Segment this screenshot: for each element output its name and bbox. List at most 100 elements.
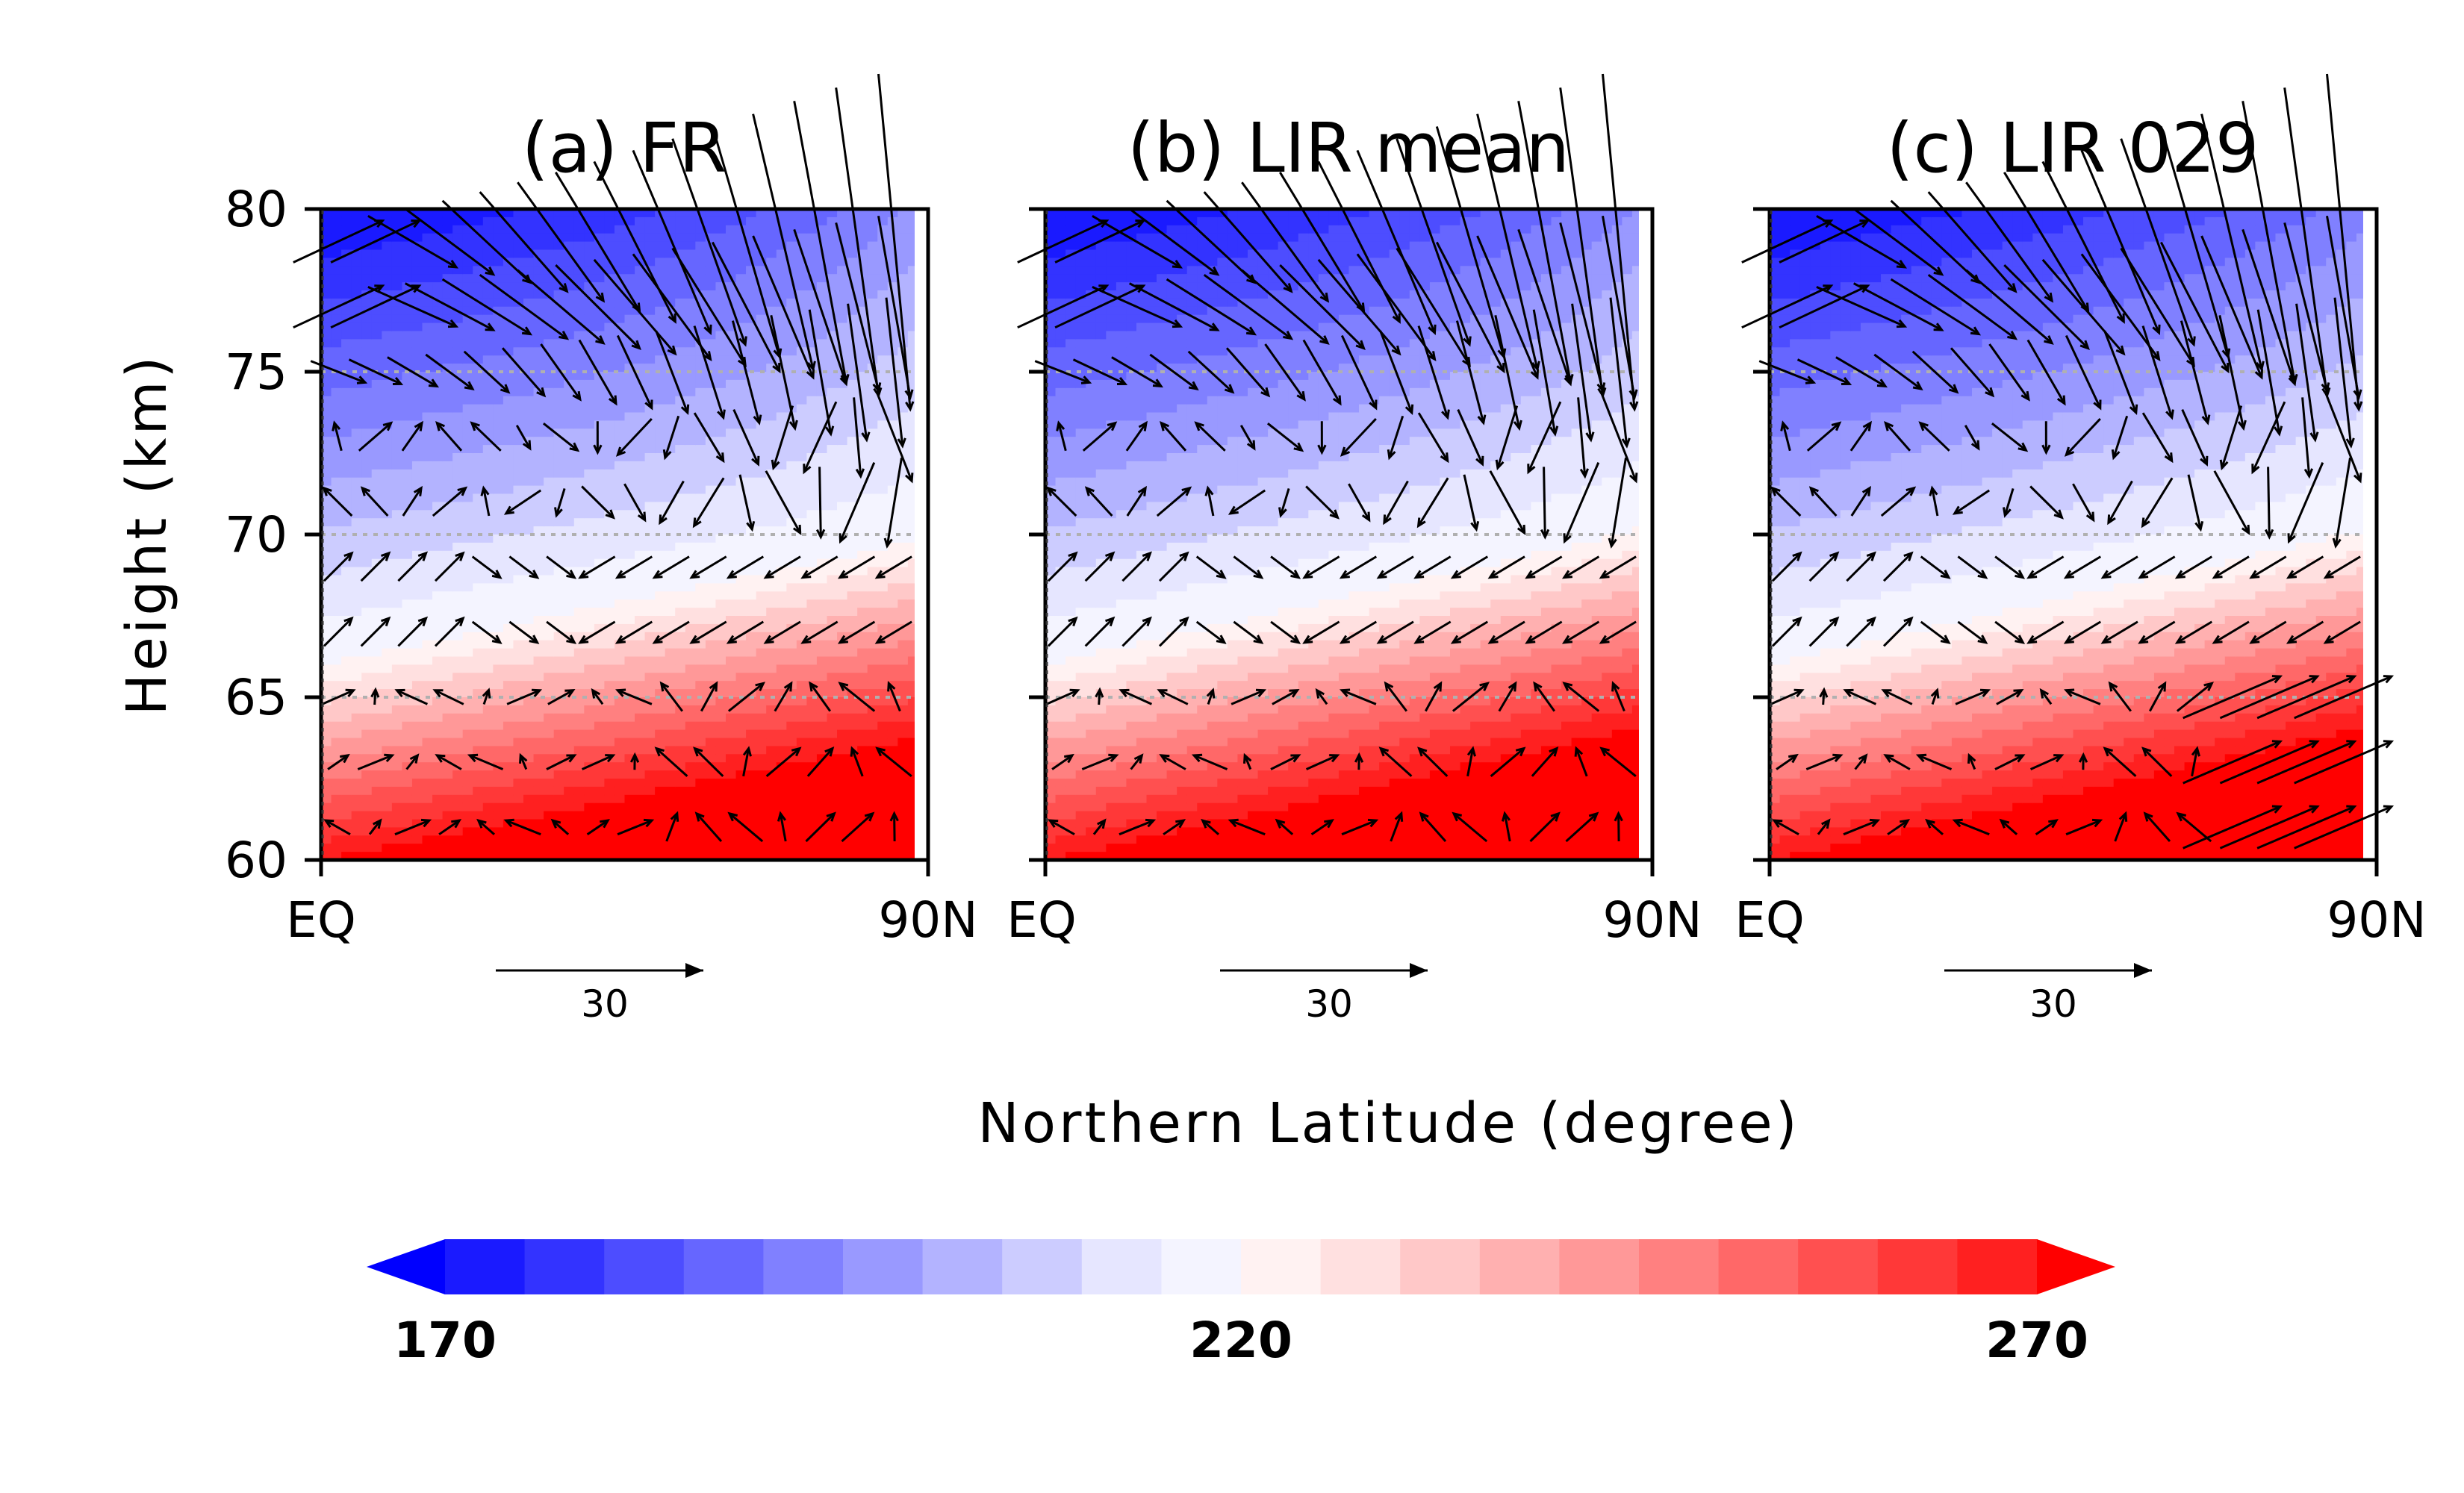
wind-vector [1149, 353, 1199, 391]
wind-vector [1920, 555, 1951, 579]
wind-vector [693, 746, 724, 777]
wind-vector [1450, 555, 1489, 579]
wind-vector [2212, 555, 2250, 579]
wind-vector [1302, 555, 1340, 579]
wind-vector [1517, 101, 1574, 385]
wind-vector [2103, 330, 2138, 416]
wind-vector [1915, 753, 1953, 770]
wind-vector [1771, 616, 1802, 647]
wind-vector [581, 485, 615, 520]
wind-vector [2141, 325, 2174, 420]
wind-vector [1494, 314, 1522, 431]
wind-vector [547, 689, 576, 705]
wind-vector [394, 818, 432, 836]
wind-vector [1614, 811, 1623, 842]
wind-vector [1384, 681, 1407, 712]
wind-vector [517, 269, 606, 345]
wind-vector [726, 620, 765, 644]
wind-vector [2148, 681, 2167, 712]
wind-vector [1808, 616, 1840, 647]
wind-vector [752, 113, 816, 372]
wind-vector [1045, 688, 1080, 705]
wind-vector [623, 483, 647, 523]
wind-vector [850, 746, 864, 777]
wind-vector [617, 818, 655, 836]
wind-vector [1920, 620, 1951, 644]
panel-a-gridlines [321, 370, 915, 699]
wind-vector [2003, 487, 2015, 518]
wind-vector [1574, 746, 1588, 777]
wind-vector [2141, 746, 2173, 777]
wind-vector [2026, 555, 2065, 579]
wind-vector [2141, 477, 2174, 529]
wind-vector [841, 811, 875, 843]
wind-vector [700, 681, 718, 712]
wind-vector [800, 620, 839, 644]
wind-vector [770, 314, 798, 431]
panel-b: EQ 90N 30 [1007, 73, 1702, 1026]
colorbar-segment [1479, 1239, 1560, 1294]
wind-vector [1084, 616, 1116, 647]
wind-vector [1340, 688, 1377, 705]
wind-vector [1166, 278, 1257, 336]
wind-vector [2323, 555, 2361, 579]
wind-vector [357, 753, 395, 770]
wind-vector [1849, 420, 1872, 452]
wind-vector [1808, 551, 1840, 582]
wind-vector [2219, 740, 2320, 785]
wind-vector [1243, 752, 1252, 770]
panel-c-xtick-eq: EQ [1735, 891, 1805, 949]
wind-vector [1126, 485, 1147, 517]
wind-vector [1195, 555, 1227, 579]
wind-vector [1602, 73, 1639, 412]
wind-vector [1378, 746, 1413, 777]
wind-vector [2100, 620, 2138, 644]
wind-vector [1806, 421, 1842, 452]
wind-vector [1356, 149, 1437, 335]
panel-b-title: (b) LIR mean [1127, 108, 1569, 188]
wind-vector [1611, 681, 1625, 712]
wind-vector [2041, 160, 2125, 324]
wind-vector [360, 486, 389, 517]
wind-vector [1121, 551, 1152, 582]
wind-vector [578, 339, 617, 406]
wind-vector [1562, 682, 1600, 712]
wind-vector [593, 421, 603, 455]
wind-vector [1128, 282, 1220, 331]
wind-vector [327, 753, 350, 770]
wind-vector [2174, 555, 2213, 579]
wind-vector [835, 87, 883, 399]
wind-vector [1498, 681, 1517, 712]
wind-vector [1846, 616, 1876, 647]
colorbar-label-min: 170 [393, 1312, 497, 1369]
wind-vector [2065, 334, 2102, 411]
wind-vector [1843, 818, 1881, 836]
wind-vector [1599, 746, 1637, 777]
wind-vector [387, 356, 439, 388]
panel-a-field [321, 209, 928, 860]
wind-vector [1228, 489, 1266, 515]
wind-vector [1435, 241, 1505, 374]
wind-vector [1130, 753, 1144, 770]
wind-vector [1967, 752, 1976, 770]
wind-vector [591, 688, 604, 705]
colorbar-segment [843, 1239, 924, 1294]
wind-vector [1577, 397, 1590, 479]
wind-vector [837, 620, 876, 644]
panel-a-yticklabels: 60 65 70 75 80 [225, 181, 287, 889]
wind-vector [425, 353, 475, 391]
panel-c-xtick-90n: 90N [2327, 891, 2426, 949]
wind-vector [1805, 753, 1844, 770]
wind-vector [1203, 273, 1294, 340]
panel-c: EQ 90N 30 [1735, 73, 2427, 1026]
wind-vector [711, 126, 783, 360]
wind-vector [360, 551, 391, 582]
wind-vector [1047, 551, 1078, 582]
wind-vector [1882, 616, 1914, 647]
wind-vector [793, 101, 850, 385]
wind-vector [2241, 101, 2298, 385]
wind-vector [1950, 347, 1995, 398]
wind-vector [2063, 620, 2102, 644]
wind-vector [1341, 818, 1379, 836]
wind-vector [1881, 689, 1913, 705]
